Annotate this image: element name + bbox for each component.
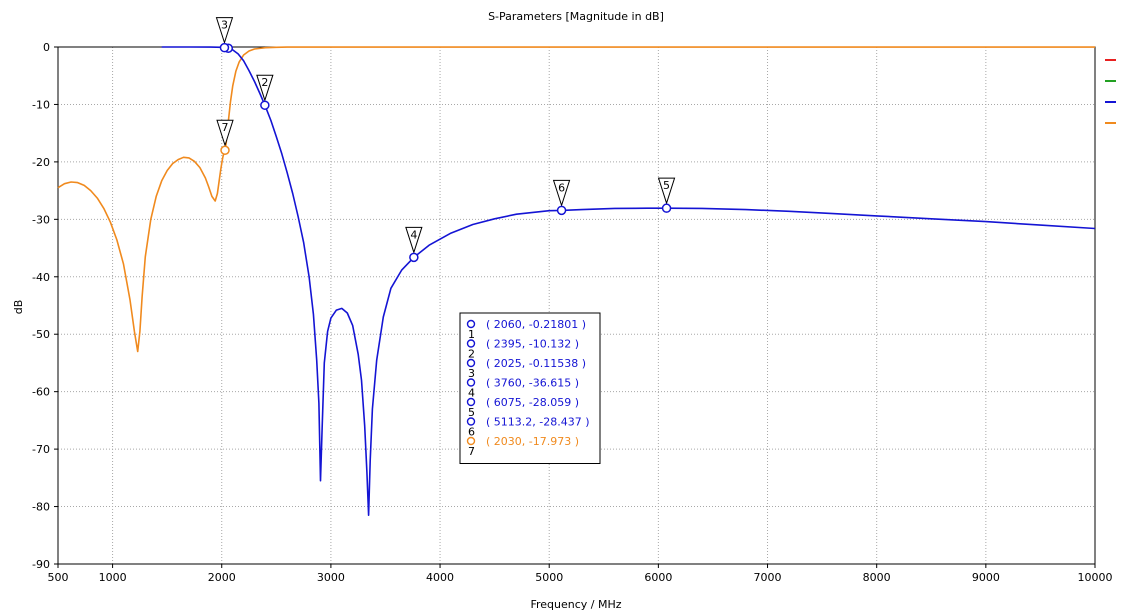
readout-marker-icon [466, 397, 476, 407]
x-tick-label: 7000 [754, 571, 782, 584]
marker-point [556, 205, 567, 216]
readout-value: ( 2395, -10.132 ) [486, 338, 579, 351]
readout-marker-number: 1 [468, 328, 475, 341]
marker-readout-box: 1 ( 2060, -0.21801 ) 2 ( 2395, -10.132 ) 3 ( … [459, 312, 601, 464]
plot-frame [57, 46, 1096, 565]
readout-value: ( 2030, -17.973 ) [486, 435, 579, 448]
marker-flag-label: 6 [558, 181, 565, 194]
marker-flag [657, 177, 676, 205]
readout-marker-number: 6 [468, 426, 475, 439]
readout-marker-number: 3 [468, 367, 475, 380]
marker-point [661, 203, 672, 213]
y-tick-label: -10 [32, 98, 50, 111]
readout-value: ( 2060, -0.21801 ) [486, 318, 586, 331]
grid-layer [58, 47, 1095, 564]
marker-flag [405, 226, 423, 254]
marker-flag-label: 7 [222, 121, 229, 134]
readout-marker-icon [466, 319, 476, 329]
legend [1105, 59, 1116, 124]
x-tick-label: 6000 [644, 571, 672, 584]
marker-layer: 2 3 4 5 6 7 [215, 17, 676, 263]
x-tick-label: 5000 [535, 571, 563, 584]
readout-marker-number: 5 [468, 406, 475, 419]
readout-marker-number: 4 [468, 387, 475, 400]
readout-marker-icon [466, 339, 476, 348]
y-tick-label: -30 [32, 213, 50, 226]
x-tick-label: 8000 [863, 571, 891, 584]
marker-flag [215, 17, 234, 45]
y-tick-label: -60 [32, 386, 50, 399]
series-line [161, 46, 1096, 517]
series-layer [57, 46, 1096, 517]
readout-value: ( 2025, -0.11538 ) [486, 357, 586, 370]
y-tick-label: -80 [32, 501, 50, 514]
readout-marker-number: 2 [468, 348, 475, 361]
readout-marker-icon [466, 417, 476, 426]
y-axis-label: dB [12, 300, 25, 315]
y-tick-label: -40 [32, 271, 50, 284]
y-tick-label: -70 [32, 443, 50, 456]
x-axis-label: Frequency / MHz [530, 598, 621, 611]
marker-flag-label: 2 [261, 76, 268, 89]
marker-flag [552, 179, 571, 207]
readout-marker-icon [466, 358, 476, 368]
readout-marker-icon [466, 436, 476, 446]
marker-flag-label: 3 [221, 19, 228, 32]
y-tick-label: -50 [32, 328, 50, 341]
x-tick-label: 500 [48, 571, 69, 584]
marker-point [219, 42, 230, 53]
readout-value: ( 5113.2, -28.437 ) [486, 416, 590, 429]
marker-flag [256, 74, 274, 102]
readout-marker-icon [466, 378, 476, 387]
x-tick-label: 10000 [1078, 571, 1113, 584]
x-tick-label: 2000 [208, 571, 236, 584]
readout-marker-number: 7 [468, 445, 475, 458]
marker-flag-label: 4 [410, 228, 417, 241]
y-tick-label: -90 [32, 558, 50, 571]
series-line [57, 46, 1095, 353]
readout-frame [459, 312, 601, 464]
readout-value: ( 6075, -28.059 ) [486, 396, 579, 409]
y-tick-label: 0 [43, 41, 50, 54]
marker-point [409, 252, 419, 263]
x-tick-label: 9000 [972, 571, 1000, 584]
y-tick-label: -20 [32, 156, 50, 169]
x-tick-label: 4000 [426, 571, 454, 584]
marker-point [260, 100, 270, 110]
marker-point [220, 145, 230, 155]
readout-value: ( 3760, -36.615 ) [486, 377, 579, 390]
x-tick-label: 3000 [317, 571, 345, 584]
marker-flag-label: 5 [663, 179, 670, 192]
chart-title: S-Parameters [Magnitude in dB] [488, 10, 664, 23]
marker-flag [216, 119, 234, 147]
x-tick-label: 1000 [99, 571, 127, 584]
